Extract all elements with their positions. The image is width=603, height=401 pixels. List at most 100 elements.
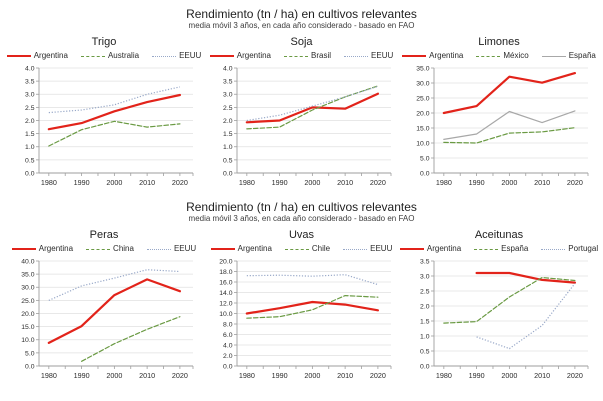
chart-section-bottom: Rendimiento (tn / ha) en cultivos releva… bbox=[0, 200, 603, 383]
legend-label: Argentina bbox=[426, 244, 462, 253]
chart-uvas: Uvas Argentina Chile EEUU 0.0 2.0 4.0 6.0 8.0 10.… bbox=[204, 226, 400, 383]
chart-title: Uvas bbox=[288, 229, 315, 241]
legend-label: China bbox=[113, 244, 134, 253]
x-tick-label: 1980 bbox=[436, 178, 452, 187]
legend-line-sample bbox=[152, 55, 177, 57]
y-tick-label: 2.5 bbox=[25, 105, 35, 112]
legend-item-chile: Chile bbox=[284, 244, 330, 254]
legend-line-sample bbox=[86, 248, 111, 250]
chart-title: Peras bbox=[89, 229, 119, 241]
legend-line-sample bbox=[146, 248, 171, 250]
x-tick-label: 1990 bbox=[74, 178, 90, 187]
series-line-china bbox=[80, 316, 181, 362]
legend-label: Argentina bbox=[237, 244, 272, 253]
series-line-brasil bbox=[245, 85, 378, 130]
legend-line-sample bbox=[476, 55, 501, 57]
chart-legend: Argentina España Portugal bbox=[399, 243, 598, 255]
legend-label: México bbox=[503, 51, 529, 60]
legend-label: Argentina bbox=[38, 244, 74, 253]
y-tick-label: 0.5 bbox=[420, 348, 430, 355]
y-tick-label: 0.5 bbox=[25, 157, 35, 164]
x-tick-label: 2020 bbox=[172, 371, 188, 380]
series-line-argentina bbox=[475, 271, 576, 284]
legend-label: EEUU bbox=[173, 244, 197, 253]
legend-item-espana: España bbox=[541, 51, 596, 61]
y-tick-label: 18.0 bbox=[219, 269, 232, 276]
y-tick-label: 25.0 bbox=[21, 298, 34, 305]
y-tick-label: 3.5 bbox=[223, 79, 233, 86]
y-tick-label: 3.0 bbox=[25, 92, 35, 99]
legend-line-sample bbox=[343, 248, 368, 250]
x-tick-label: 2010 bbox=[139, 178, 155, 187]
x-tick-label: 2020 bbox=[369, 178, 385, 187]
legend-line-sample bbox=[402, 55, 427, 57]
y-tick-label: 20.0 bbox=[416, 110, 429, 117]
y-tick-label: 10.0 bbox=[219, 311, 232, 318]
series-line-espana bbox=[443, 110, 576, 141]
legend-item-eeuu: EEUU bbox=[344, 51, 393, 61]
line-chart-plot: 0.0 2.0 4.0 6.0 8.0 10.0 12.0 14.0 16.0 18.0 20.0 1… bbox=[219, 258, 391, 380]
legend-label: Argentina bbox=[33, 51, 68, 60]
y-tick-label: 0.5 bbox=[223, 157, 233, 164]
series-line-eeuu bbox=[48, 269, 180, 301]
y-tick-label: 2.0 bbox=[223, 118, 233, 125]
legend-item-argentina: Argentina bbox=[402, 51, 463, 61]
legend-line-sample bbox=[11, 248, 36, 250]
x-tick-label: 2020 bbox=[172, 178, 188, 187]
legend-item-argentina: Argentina bbox=[11, 244, 74, 254]
line-chart-plot: 0.0 0.5 1.0 1.5 2.0 2.5 3.0 3.5 4.0 1980 1990 2000 2… bbox=[223, 65, 391, 187]
legend-item-mexico: México bbox=[476, 51, 529, 61]
y-tick-label: 4.0 bbox=[223, 342, 233, 349]
y-tick-label: 6.0 bbox=[223, 332, 233, 339]
line-chart-plot: 0.0 0.5 1.0 1.5 2.0 2.5 3.0 3.5 4.0 1980 1990 2000 2… bbox=[25, 65, 194, 187]
x-tick-label: 2010 bbox=[139, 371, 155, 380]
y-tick-label: 1.0 bbox=[25, 144, 35, 151]
y-tick-label: 16.0 bbox=[219, 279, 232, 286]
y-tick-label: 0.0 bbox=[420, 363, 430, 370]
x-tick-label: 2000 bbox=[106, 178, 122, 187]
y-tick-label: 12.0 bbox=[219, 300, 232, 307]
y-tick-label: 4.0 bbox=[223, 65, 233, 72]
legend-line-sample bbox=[541, 248, 566, 250]
y-tick-label: 2.0 bbox=[420, 303, 430, 310]
series-line-chile bbox=[245, 294, 378, 319]
legend-line-sample bbox=[80, 55, 105, 57]
legend-label: España bbox=[501, 244, 529, 253]
x-tick-label: 1990 bbox=[271, 371, 287, 380]
y-tick-label: 1.5 bbox=[25, 131, 35, 138]
section-title: Rendimiento (tn / ha) en cultivos releva… bbox=[186, 7, 417, 21]
x-tick-label: 1980 bbox=[41, 371, 57, 380]
legend-item-espana: España bbox=[474, 244, 528, 254]
y-tick-label: 8.0 bbox=[223, 321, 233, 328]
series-line-argentina bbox=[47, 93, 181, 131]
legend-label: Argentina bbox=[429, 51, 464, 60]
y-tick-label: 0.0 bbox=[25, 170, 35, 177]
x-tick-label: 1980 bbox=[238, 371, 254, 380]
legend-item-china: China bbox=[86, 244, 134, 254]
legend-line-sample bbox=[284, 55, 308, 57]
chart-limones: Limones Argentina México España 0.0 5.0 10.0 15… bbox=[401, 33, 597, 190]
legend-line-sample bbox=[6, 55, 31, 57]
x-tick-label: 2000 bbox=[501, 371, 517, 380]
x-tick-label: 2020 bbox=[567, 371, 583, 380]
chart-legend: Argentina México España bbox=[401, 50, 597, 62]
legend-line-sample bbox=[209, 55, 234, 57]
legend-label: Portugal bbox=[568, 244, 599, 253]
series-line-portugal bbox=[476, 283, 576, 350]
y-tick-label: 10.0 bbox=[416, 140, 429, 147]
legend-item-eeuu: EEUU bbox=[343, 244, 392, 254]
x-tick-label: 1990 bbox=[469, 178, 485, 187]
x-tick-label: 2000 bbox=[304, 178, 320, 187]
chart-peras: Peras Argentina China EEUU 0.0 5.0 10.0 15.0 20.… bbox=[6, 226, 202, 383]
chart-row-top: Trigo Argentina Australia EEUU 0.0 0.5 1.0 1.5 2… bbox=[0, 33, 603, 190]
legend-line-sample bbox=[344, 55, 369, 57]
chart-legend: Argentina Chile EEUU bbox=[204, 243, 400, 255]
legend-item-portugal: Portugal bbox=[541, 244, 598, 254]
y-tick-label: 3.0 bbox=[420, 273, 430, 280]
chart-row-bottom: Peras Argentina China EEUU 0.0 5.0 10.0 15.0 20.… bbox=[0, 226, 603, 383]
x-tick-label: 2010 bbox=[337, 178, 353, 187]
chart-title: Aceitunas bbox=[474, 229, 524, 241]
line-chart-plot: 0.0 0.5 1.0 1.5 2.0 2.5 3.0 3.5 1980 1990 2000 2010… bbox=[420, 258, 589, 380]
y-tick-label: 35.0 bbox=[21, 272, 34, 279]
